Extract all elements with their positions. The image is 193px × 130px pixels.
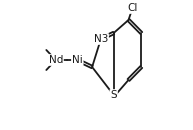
- Text: Nd: Nd: [49, 55, 63, 65]
- Text: N3: N3: [94, 34, 108, 44]
- Text: S: S: [110, 90, 117, 100]
- Text: Ni: Ni: [72, 55, 83, 65]
- Text: Cl: Cl: [127, 3, 138, 13]
